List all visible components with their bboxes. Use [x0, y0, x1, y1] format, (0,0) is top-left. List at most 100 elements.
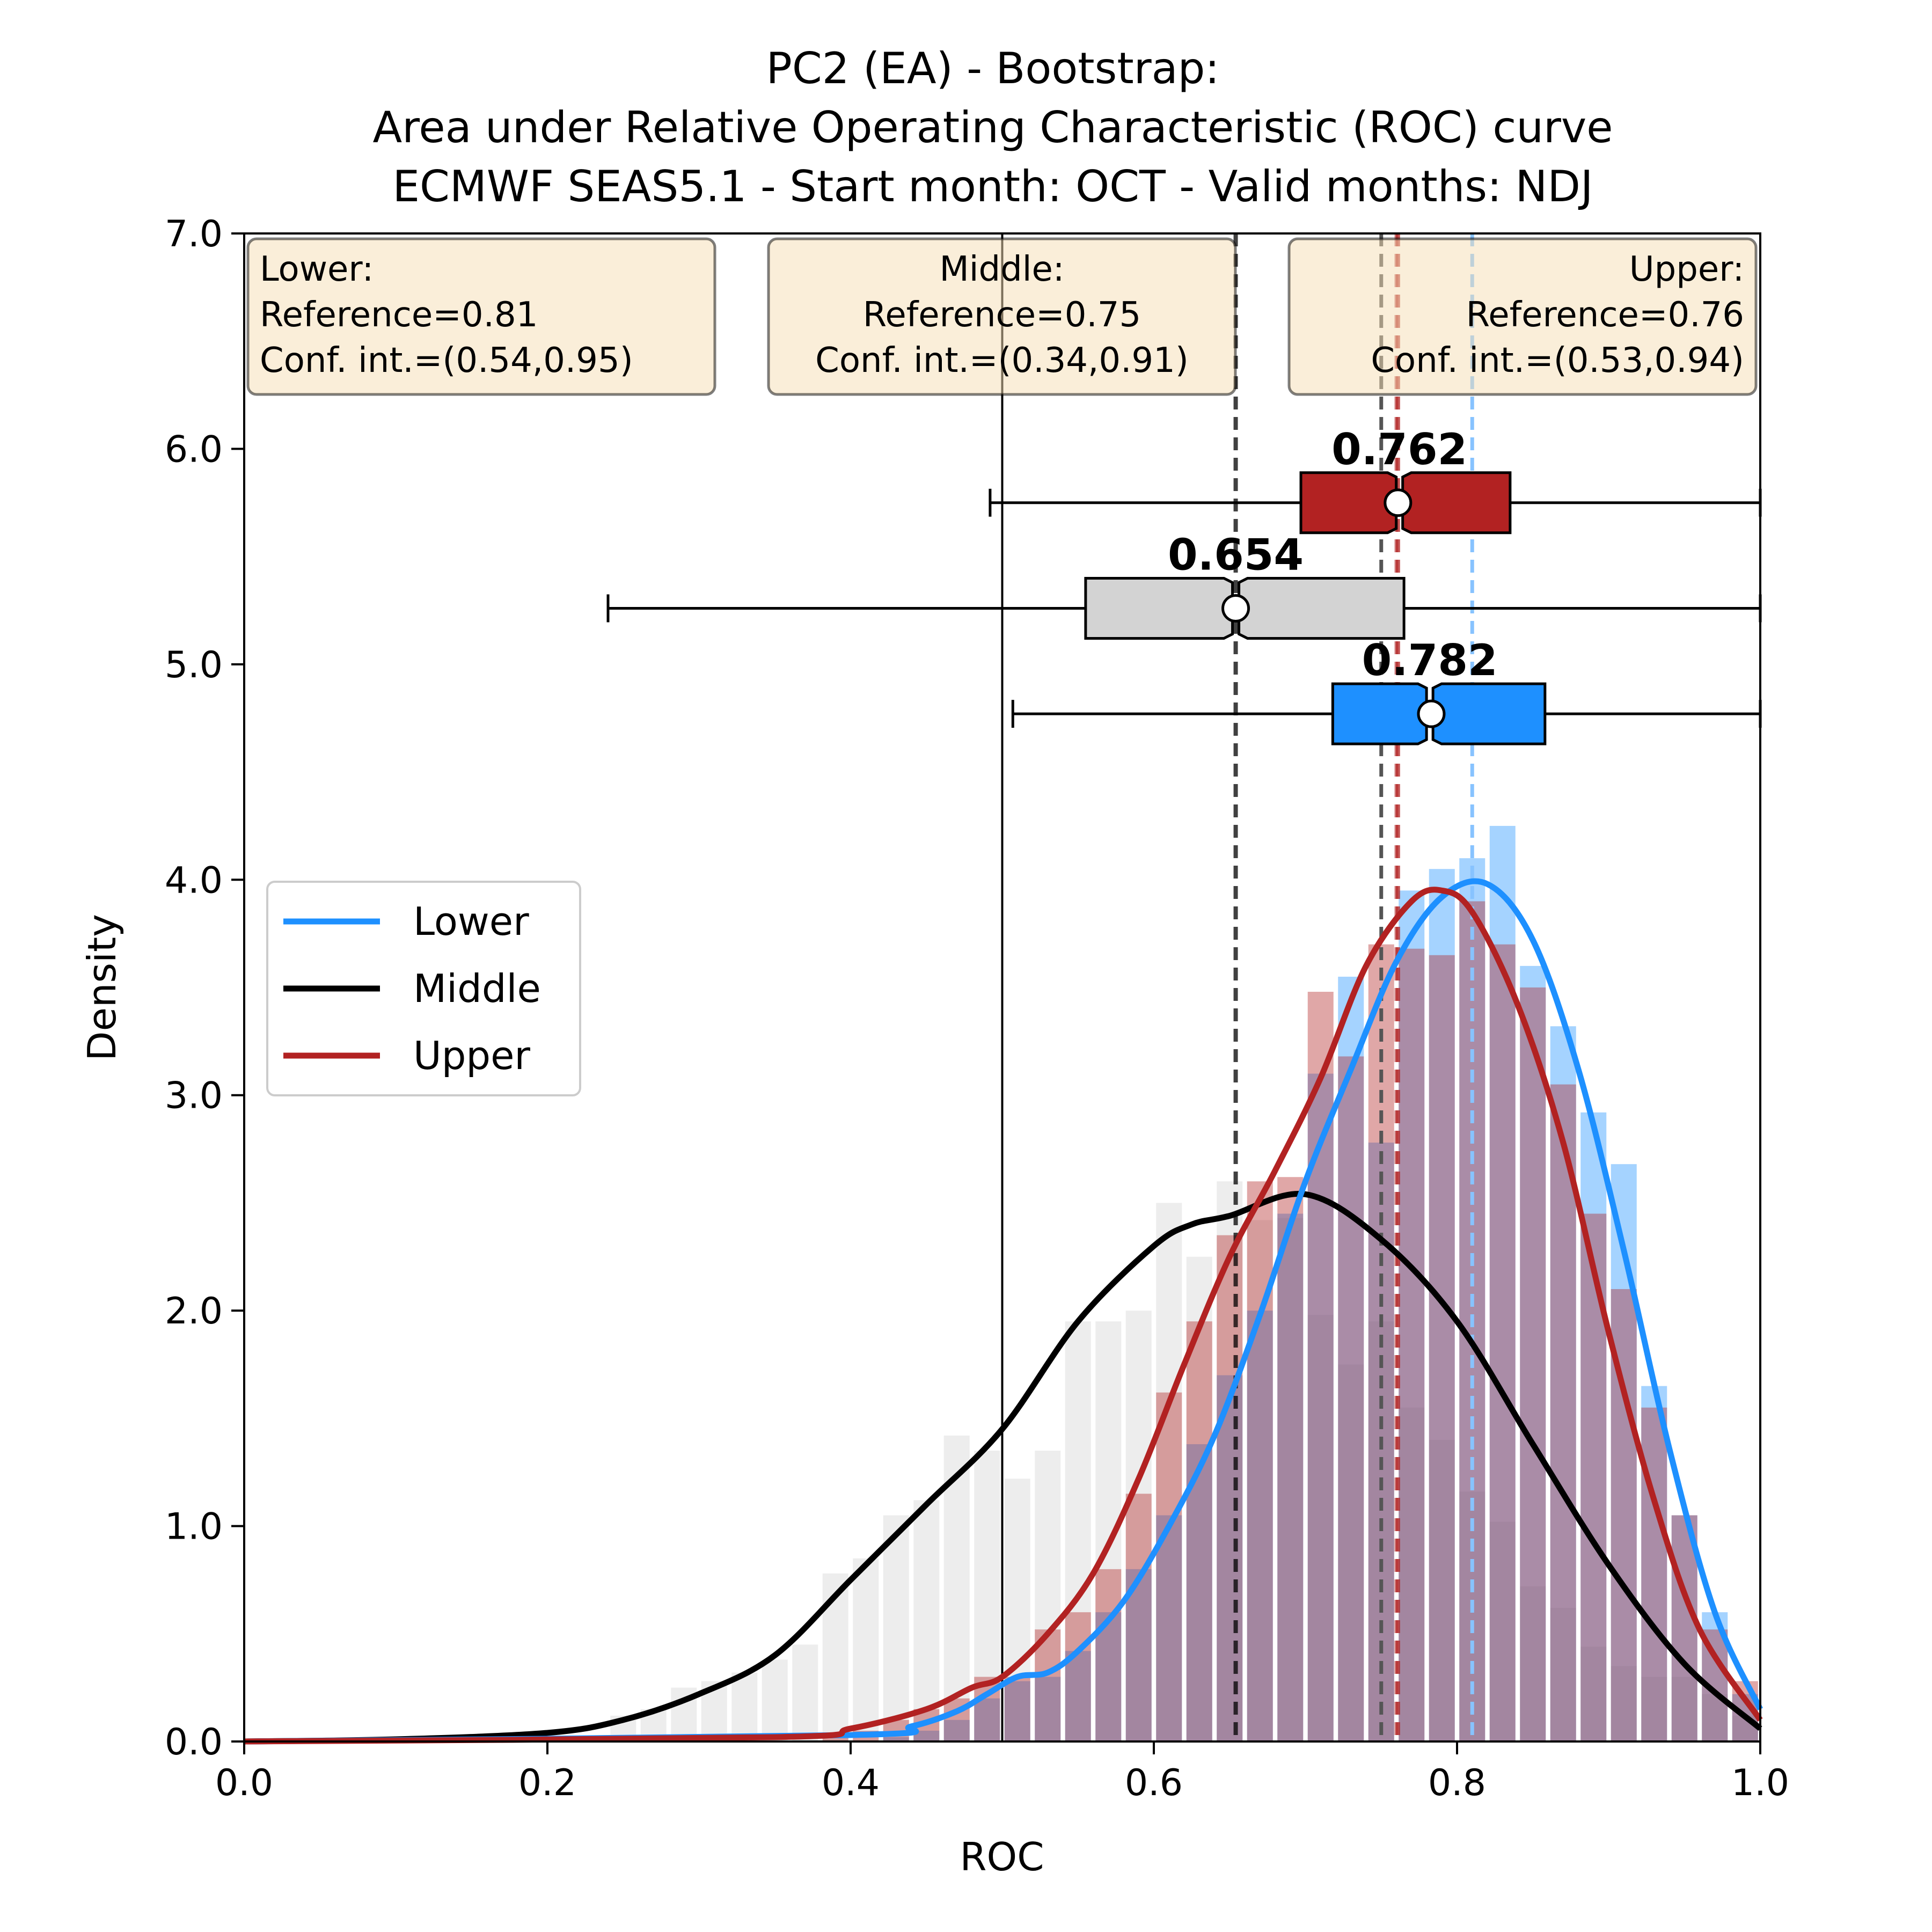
y-tick-label: 1.0: [165, 1506, 223, 1548]
box-right-middle: [1238, 576, 1406, 640]
hist-bar-lower: [1641, 1386, 1667, 1741]
hist-bar-upper: [1520, 987, 1546, 1741]
box-left-middle: [1084, 576, 1234, 640]
kde-curve-lower: [244, 878, 1763, 1745]
hist-bar-lower: [1520, 965, 1546, 1741]
hist-bar-upper: [822, 1737, 848, 1741]
hist-bar-upper: [1429, 955, 1455, 1741]
x-tick-label: 0.2: [518, 1762, 576, 1804]
hist-bar-upper: [1065, 1612, 1091, 1741]
box-right-lower: [1431, 682, 1547, 745]
hist-bar-lower: [913, 1730, 940, 1741]
hist-bar-lower: [1580, 1112, 1607, 1741]
title-line-3: ECMWF SEAS5.1 - Start month: OCT - Valid…: [392, 162, 1593, 211]
hist-bar-middle: [1338, 1364, 1364, 1741]
boxplots: 0.762 0.654 0.782: [606, 425, 1762, 745]
hist-bar-lower: [974, 1698, 1000, 1741]
info-boxes: Lower: Reference=0.81 Conf. int.=(0.54,0.9…: [246, 237, 1758, 396]
hist-bar-lower: [1217, 1375, 1243, 1741]
histogram-middle: [610, 1181, 1758, 1741]
mean-marker-middle: [1221, 594, 1250, 623]
hist-bar-upper: [1095, 1569, 1122, 1741]
hist-bar-middle: [853, 1558, 879, 1741]
hist-bar-middle: [1550, 1608, 1576, 1741]
y-tick-label: 7.0: [165, 213, 223, 255]
hist-bar-middle: [1641, 1677, 1667, 1741]
y-tick-label: 3.0: [165, 1075, 223, 1117]
hist-bar-upper: [1641, 1407, 1667, 1741]
hist-bar-upper: [1399, 948, 1425, 1741]
x-tick-label: 0.0: [215, 1762, 273, 1804]
hist-bar-middle: [1429, 1440, 1455, 1741]
box-right-upper: [1401, 471, 1512, 535]
info-box-frame-lower: [246, 237, 716, 396]
legend-label-lower: Lower: [413, 899, 529, 944]
hist-bar-lower: [1186, 1444, 1212, 1741]
median-label-upper: 0.762: [1331, 425, 1467, 474]
hist-bar-middle: [913, 1500, 940, 1741]
chart-title: PC2 (EA) - Bootstrap: Area under Relativ…: [373, 43, 1613, 211]
mean-marker-upper: [1384, 488, 1413, 517]
box-left-upper: [1299, 471, 1398, 535]
hist-bar-middle: [1277, 1218, 1304, 1741]
x-tick-label: 0.4: [822, 1762, 880, 1804]
legend-label-upper: Upper: [413, 1033, 530, 1078]
hist-bar-upper: [1217, 1235, 1243, 1741]
y-tick-label: 0.0: [165, 1721, 223, 1763]
info-box-line: Conf. int.=(0.53,0.94): [1371, 341, 1744, 380]
y-tick-label: 6.0: [165, 428, 223, 471]
hist-bar-middle: [1520, 1586, 1546, 1741]
x-tick-label: 0.8: [1428, 1762, 1486, 1804]
hist-bar-middle: [1004, 1479, 1030, 1741]
info-box-line: Lower:: [260, 250, 374, 289]
legend-frame: [266, 881, 581, 1096]
hist-bar-upper: [1489, 944, 1516, 1741]
hist-bar-middle: [1611, 1666, 1637, 1741]
hist-bar-middle: [1489, 1521, 1516, 1741]
title-line-1: PC2 (EA) - Bootstrap:: [766, 43, 1220, 93]
hist-bar-lower: [943, 1719, 970, 1741]
hist-bar-middle: [1459, 1491, 1485, 1741]
boxplot-middle: 0.654: [606, 530, 1762, 640]
axis-ticks: 0.0 0.2 0.4 0.6 0.8 1.0 0.0 1.0 2.0 3.0 4.0 5.0 6.0 7…: [165, 213, 1789, 1804]
hist-bar-upper: [1125, 1494, 1152, 1741]
hist-bar-lower: [1156, 1515, 1182, 1741]
hist-bar-lower: [883, 1737, 909, 1741]
info-box-lower: Lower: Reference=0.81 Conf. int.=(0.54,0.9…: [246, 237, 716, 396]
mean-marker-lower: [1417, 699, 1446, 728]
hist-bar-lower: [1671, 1515, 1697, 1741]
hist-bar-lower: [1247, 1311, 1273, 1741]
hist-bar-middle: [1065, 1321, 1091, 1741]
median-label-lower: 0.782: [1362, 635, 1498, 685]
density-curves: [244, 878, 1763, 1745]
x-tick-label: 1.0: [1731, 1762, 1789, 1804]
hist-bar-upper: [1277, 1177, 1304, 1741]
x-tick-label: 0.6: [1125, 1762, 1183, 1804]
hist-bar-lower: [1399, 890, 1425, 1741]
y-axis-label: Density: [79, 914, 125, 1061]
kde-curve-upper: [244, 887, 1763, 1745]
plot-frame: [243, 232, 1761, 1743]
info-box-line: Upper:: [1629, 250, 1744, 289]
info-box-line: Conf. int.=(0.54,0.95): [260, 341, 633, 380]
y-tick-label: 5.0: [165, 644, 223, 686]
hist-bar-lower: [1035, 1677, 1061, 1741]
info-box-frame-upper: [1287, 237, 1758, 396]
hist-bar-middle: [792, 1644, 818, 1741]
hist-bar-middle: [731, 1672, 758, 1741]
hist-bar-middle: [1186, 1256, 1212, 1741]
hist-bar-middle: [1156, 1203, 1182, 1741]
hist-bar-lower: [1307, 1073, 1334, 1741]
hist-bar-upper: [1580, 1213, 1607, 1741]
legend-label-middle: Middle: [413, 966, 541, 1011]
y-tick-label: 4.0: [165, 859, 223, 902]
hist-bar-lower: [1004, 1681, 1030, 1741]
info-box-line: Middle:: [940, 250, 1065, 289]
info-box-frame-middle: [767, 237, 1237, 396]
hist-bar-upper: [1550, 1084, 1576, 1741]
hist-bar-upper: [1004, 1677, 1030, 1741]
box-left-lower: [1331, 682, 1428, 745]
x-axis-label: ROC: [960, 1834, 1044, 1879]
title-line-2: Area under Relative Operating Characteri…: [373, 103, 1613, 152]
